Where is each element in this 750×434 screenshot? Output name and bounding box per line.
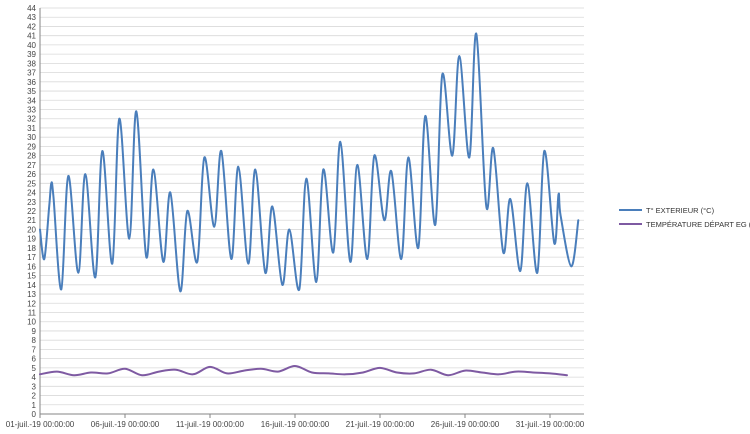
y-tick-label: 25 bbox=[27, 179, 36, 188]
x-tick-label: 16-juil.-19 00:00:00 bbox=[261, 420, 330, 429]
y-tick-label: 17 bbox=[27, 253, 36, 262]
y-tick-label: 4 bbox=[32, 373, 37, 382]
y-tick-label: 13 bbox=[27, 290, 36, 299]
y-tick-label: 30 bbox=[27, 133, 36, 142]
x-tick-label: 11-juil.-19 00:00:00 bbox=[176, 420, 244, 429]
chart-series bbox=[39, 32, 580, 377]
y-tick-label: 7 bbox=[32, 345, 37, 354]
y-tick-label: 0 bbox=[32, 410, 37, 419]
y-axis-tick-labels: 0123456789101112131415161718192021222324… bbox=[27, 4, 36, 419]
y-tick-label: 20 bbox=[27, 225, 36, 234]
y-tick-label: 6 bbox=[32, 355, 37, 364]
chart-legend: T° EXTERIEUR (°C) TEMPÉRATURE DÉPART EG (… bbox=[619, 206, 750, 229]
y-tick-label: 10 bbox=[27, 318, 36, 327]
chart-axes bbox=[39, 8, 584, 418]
y-tick-label: 14 bbox=[27, 281, 36, 290]
chart-gridlines bbox=[40, 7, 584, 415]
x-tick-label: 06-juil.-19 00:00:00 bbox=[91, 420, 160, 429]
y-tick-label: 26 bbox=[27, 170, 36, 179]
y-tick-label: 40 bbox=[27, 41, 36, 50]
y-tick-label: 32 bbox=[27, 115, 36, 124]
y-tick-label: 42 bbox=[27, 22, 36, 31]
y-tick-label: 15 bbox=[27, 272, 36, 281]
y-tick-label: 38 bbox=[27, 59, 36, 68]
y-tick-label: 41 bbox=[27, 32, 36, 41]
x-tick-label: 01-juil.-19 00:00:00 bbox=[6, 420, 75, 429]
legend-label-1: T° EXTERIEUR (°C) bbox=[646, 206, 715, 215]
y-tick-label: 35 bbox=[27, 87, 36, 96]
y-tick-label: 16 bbox=[27, 262, 36, 271]
y-tick-label: 9 bbox=[32, 327, 37, 336]
y-tick-label: 18 bbox=[27, 244, 36, 253]
y-tick-label: 23 bbox=[27, 198, 36, 207]
y-tick-label: 8 bbox=[32, 336, 37, 345]
y-tick-label: 19 bbox=[27, 235, 36, 244]
y-tick-label: 44 bbox=[27, 4, 36, 13]
y-tick-label: 31 bbox=[27, 124, 36, 133]
y-tick-label: 11 bbox=[28, 309, 37, 318]
y-tick-label: 33 bbox=[27, 106, 36, 115]
y-tick-label: 3 bbox=[32, 382, 37, 391]
y-tick-label: 39 bbox=[27, 50, 36, 59]
series-line-1 bbox=[39, 32, 580, 293]
y-tick-label: 5 bbox=[32, 364, 37, 373]
y-tick-label: 2 bbox=[32, 392, 37, 401]
x-axis-tick-labels: 01-juil.-19 00:00:00 06-juil.-19 00:00:00… bbox=[6, 420, 585, 429]
y-tick-label: 29 bbox=[27, 142, 36, 151]
y-tick-label: 27 bbox=[27, 161, 36, 170]
legend-label-2: TEMPÉRATURE DÉPART EG (°C) bbox=[646, 220, 750, 229]
y-tick-label: 12 bbox=[27, 299, 36, 308]
y-tick-label: 43 bbox=[27, 13, 36, 22]
y-tick-label: 28 bbox=[27, 152, 36, 161]
y-tick-label: 22 bbox=[27, 207, 36, 216]
y-tick-label: 34 bbox=[27, 96, 36, 105]
y-tick-label: 21 bbox=[27, 216, 36, 225]
x-tick-label: 31-juil.-19 00:00:00 bbox=[516, 420, 585, 429]
y-tick-label: 24 bbox=[27, 189, 36, 198]
x-tick-label: 21-juil.-19 00:00:00 bbox=[346, 420, 415, 429]
y-tick-label: 37 bbox=[27, 69, 36, 78]
x-tick-label: 26-juil.-19 00:00:00 bbox=[431, 420, 500, 429]
y-tick-label: 1 bbox=[32, 401, 37, 410]
y-tick-label: 36 bbox=[27, 78, 36, 87]
series-line-2 bbox=[39, 364, 568, 377]
